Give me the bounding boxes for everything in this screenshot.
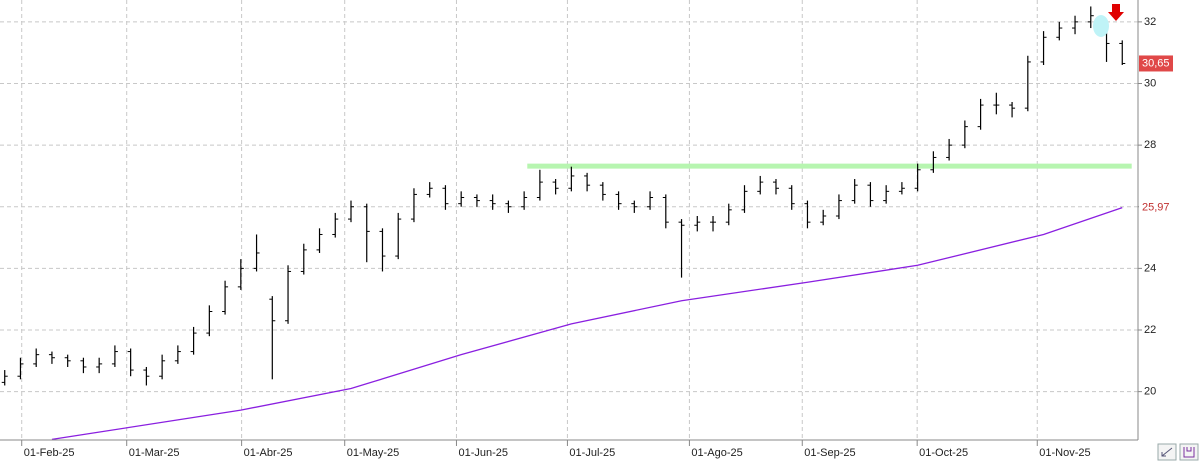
- save-icon: [1183, 447, 1195, 458]
- save-button[interactable]: [1179, 443, 1199, 461]
- x-tick-label: 01-May-25: [347, 447, 400, 459]
- y-tick-label: 24: [1144, 262, 1156, 274]
- grid: [0, 0, 1138, 440]
- y-tick-label: 20: [1144, 386, 1156, 398]
- ma-value-label: 25,97: [1142, 202, 1170, 214]
- x-tick-label: 01-Nov-25: [1039, 447, 1090, 459]
- signal-arrow: [1108, 4, 1124, 21]
- y-tick-label: 28: [1144, 139, 1156, 151]
- y-tick-label: 30: [1144, 77, 1156, 89]
- ma-value-box: [1139, 199, 1173, 216]
- x-tick-label: 01-Mar-25: [129, 447, 180, 459]
- x-tick-label: 01-Ago-25: [691, 447, 742, 459]
- moving-average: [51, 207, 1123, 441]
- zoom-icon: [1161, 447, 1173, 457]
- signal-highlight: [1093, 15, 1109, 37]
- x-tick-label: 01-Abr-25: [244, 447, 293, 459]
- y-tick-label: 22: [1144, 324, 1156, 336]
- x-tick-label: 01-Oct-25: [919, 447, 968, 459]
- x-tick-label: 01-Jul-25: [569, 447, 615, 459]
- y-tick-label: 32: [1144, 16, 1156, 28]
- x-tick-label: 01-Jun-25: [458, 447, 508, 459]
- last-price-box: [1139, 55, 1173, 72]
- marks: [1, 6, 1132, 441]
- last-price-label: 30,65: [1142, 57, 1170, 69]
- x-tick-label: 01-Sep-25: [804, 447, 855, 459]
- x-tick-label: 01-Feb-25: [24, 447, 75, 459]
- plot-area: [0, 0, 1138, 440]
